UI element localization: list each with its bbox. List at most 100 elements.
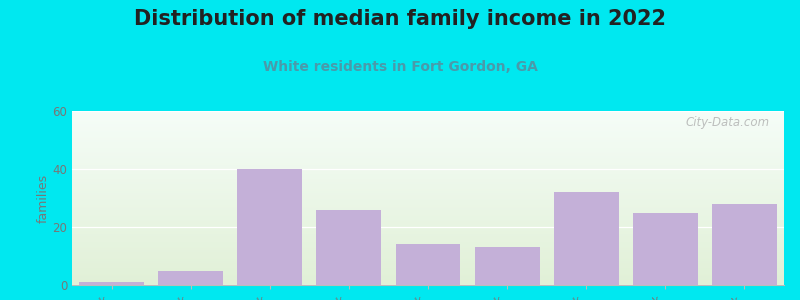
Bar <box>72 149 784 150</box>
Bar <box>72 169 784 170</box>
Bar <box>72 196 784 197</box>
Bar <box>72 172 784 173</box>
Bar <box>72 152 784 153</box>
Bar <box>474 247 539 285</box>
Bar <box>72 257 784 258</box>
Bar <box>72 273 784 274</box>
Bar <box>72 258 784 259</box>
Bar <box>72 175 784 176</box>
Bar <box>72 197 784 198</box>
Bar <box>72 234 784 235</box>
Bar <box>72 124 784 125</box>
Bar <box>72 268 784 269</box>
Bar <box>72 219 784 220</box>
Bar <box>72 120 784 121</box>
Bar <box>72 116 784 117</box>
Bar <box>72 272 784 273</box>
Bar <box>72 238 784 239</box>
Bar <box>72 210 784 211</box>
Bar <box>72 209 784 210</box>
Bar <box>72 253 784 254</box>
Bar <box>72 263 784 264</box>
Bar <box>72 156 784 157</box>
Bar <box>72 141 784 142</box>
Bar <box>317 210 382 285</box>
Bar <box>72 126 784 127</box>
Bar <box>72 187 784 188</box>
Bar <box>72 261 784 262</box>
Bar <box>72 125 784 126</box>
Bar <box>72 250 784 251</box>
Bar <box>72 244 784 245</box>
Bar <box>72 159 784 160</box>
Bar <box>72 163 784 164</box>
Bar <box>72 119 784 120</box>
Bar <box>72 229 784 230</box>
Bar <box>72 205 784 206</box>
Bar <box>72 282 784 283</box>
Bar <box>72 193 784 194</box>
Bar <box>72 283 784 284</box>
Bar <box>72 113 784 114</box>
Bar <box>72 138 784 139</box>
Bar <box>72 239 784 240</box>
Bar <box>72 131 784 132</box>
Bar <box>633 212 698 285</box>
Bar <box>72 200 784 201</box>
Bar <box>72 130 784 131</box>
Bar <box>72 260 784 261</box>
Bar <box>72 251 784 252</box>
Bar <box>72 123 784 124</box>
Bar <box>72 180 784 181</box>
Bar <box>72 146 784 147</box>
Bar <box>72 277 784 278</box>
Bar <box>72 227 784 228</box>
Bar <box>72 249 784 250</box>
Bar <box>72 222 784 223</box>
Bar <box>395 244 461 285</box>
Bar <box>72 136 784 137</box>
Bar <box>72 274 784 275</box>
Bar <box>72 248 784 249</box>
Bar <box>72 278 784 279</box>
Text: City-Data.com: City-Data.com <box>686 116 770 129</box>
Bar <box>72 176 784 177</box>
Bar <box>72 157 784 158</box>
Bar <box>72 122 784 123</box>
Bar <box>72 230 784 231</box>
Bar <box>72 224 784 225</box>
Bar <box>72 243 784 244</box>
Bar <box>72 262 784 263</box>
Bar <box>72 232 784 233</box>
Bar <box>72 182 784 183</box>
Bar <box>72 216 784 217</box>
Bar <box>72 252 784 253</box>
Bar <box>72 160 784 161</box>
Bar <box>72 206 784 207</box>
Bar <box>72 217 784 218</box>
Bar <box>72 129 784 130</box>
Bar <box>72 161 784 162</box>
Bar <box>72 181 784 182</box>
Bar <box>72 165 784 166</box>
Bar <box>72 226 784 227</box>
Bar <box>72 228 784 229</box>
Bar <box>72 221 784 222</box>
Bar <box>72 204 784 205</box>
Bar <box>72 207 784 208</box>
Bar <box>72 259 784 260</box>
Bar <box>72 275 784 276</box>
Bar <box>72 167 784 168</box>
Bar <box>72 194 784 195</box>
Bar <box>72 153 784 154</box>
Bar <box>72 188 784 189</box>
Bar <box>72 128 784 129</box>
Bar <box>72 246 784 247</box>
Bar <box>72 143 784 144</box>
Bar <box>712 204 777 285</box>
Bar <box>72 233 784 234</box>
Bar <box>72 220 784 221</box>
Bar <box>72 189 784 190</box>
Bar <box>158 271 223 285</box>
Bar <box>72 202 784 203</box>
